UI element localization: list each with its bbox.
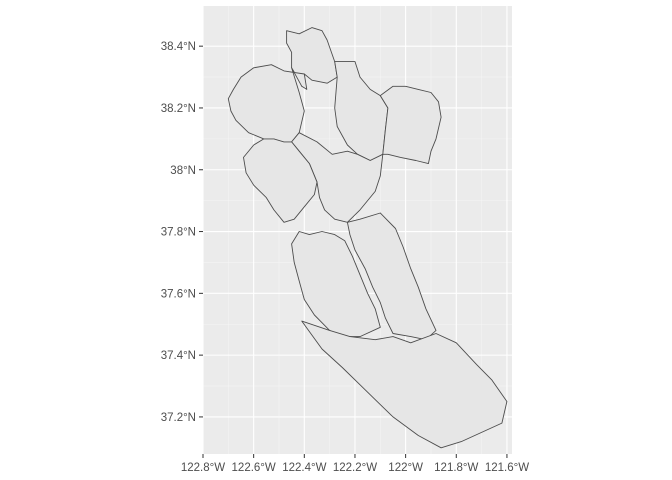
x-axis: 122.8°W 122.6°W 122.4°W 122.2°W 122°W 121.8°W… [181,454,529,474]
x-tick-label: 122.4°W [282,462,326,474]
y-tick-label: 37.4°N [161,350,196,362]
y-tick-label: 37.2°N [161,412,196,424]
x-tick-label: 122°W [388,462,423,474]
map-region [291,231,381,338]
x-tick-label: 122.8°W [181,462,225,474]
x-tick-label: 122.2°W [333,462,377,474]
x-tick-label: 121.8°W [434,462,478,474]
x-tick-label: 122.6°W [232,462,276,474]
map-region [379,85,442,165]
y-tick-label: 37.8°N [161,227,196,239]
y-tick-label: 37.6°N [161,288,196,300]
y-tick-label: 38°N [170,165,196,177]
x-tick-label: 121.6°W [485,462,529,474]
y-tick-label: 38.2°N [161,103,196,115]
map-region [301,320,508,449]
map-regions [227,27,508,449]
y-axis: 37.2°N 37.4°N 37.6°N 37.8°N 38°N 38.2°N 38.4°N [161,41,203,424]
map-region [243,138,318,223]
map-region [286,27,338,87]
y-tick-label: 38.4°N [161,41,196,53]
